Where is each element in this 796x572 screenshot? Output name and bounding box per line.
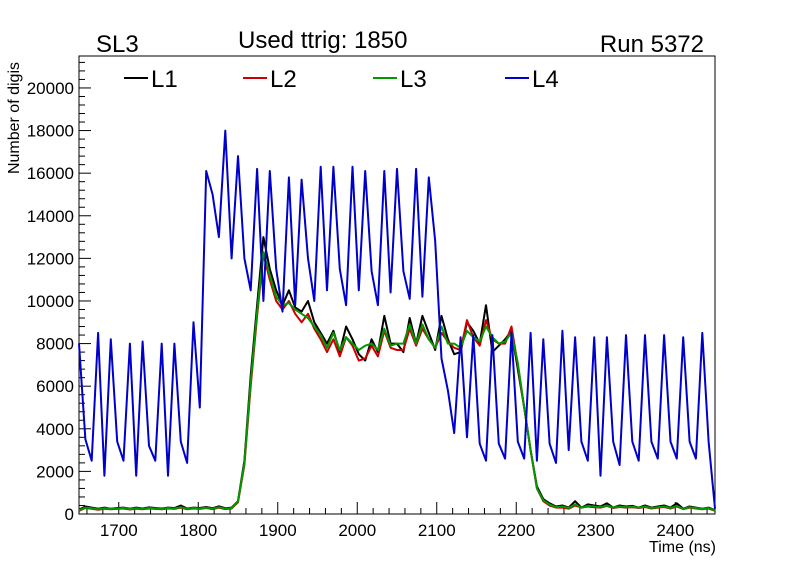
legend-label-l1: L1 bbox=[151, 66, 178, 93]
y-tick-label: 4000 bbox=[36, 420, 74, 439]
x-axis-label: Time (ns) bbox=[649, 539, 716, 556]
chart-title: Used ttrig: 1850 bbox=[238, 27, 407, 54]
y-axis-label: Number of digis bbox=[6, 62, 23, 174]
x-tick-label: 1800 bbox=[179, 521, 217, 540]
y-tick-label: 12000 bbox=[27, 249, 74, 268]
y-tick-label: 18000 bbox=[27, 122, 74, 141]
plot-frame bbox=[78, 55, 716, 515]
series-line-l4 bbox=[78, 129, 716, 509]
y-tick-label: 0 bbox=[65, 505, 74, 524]
y-tick-label: 14000 bbox=[27, 207, 74, 226]
series-layer bbox=[78, 129, 716, 512]
x-tick-label: 2000 bbox=[338, 521, 376, 540]
label-right: Run 5372 bbox=[600, 31, 704, 58]
series-line-l3 bbox=[78, 251, 716, 512]
legend-label-l4: L4 bbox=[532, 66, 559, 93]
x-tick-label: 1900 bbox=[259, 521, 297, 540]
x-tick-label: 2200 bbox=[497, 521, 535, 540]
y-tick-label: 16000 bbox=[27, 164, 74, 183]
y-tick-label: 2000 bbox=[36, 462, 74, 481]
x-tick-label: 2400 bbox=[656, 521, 694, 540]
y-tick-label: 20000 bbox=[27, 79, 74, 98]
y-tick-label: 6000 bbox=[36, 377, 74, 396]
tick-labels: 1700 1800 1900 2000 2100 2200 2300 2400 0 2000 400… bbox=[27, 79, 694, 540]
x-tick-label: 2100 bbox=[418, 521, 456, 540]
legend-label-l2: L2 bbox=[270, 66, 297, 93]
y-tick-label: 8000 bbox=[36, 335, 74, 354]
label-left: SL3 bbox=[96, 31, 139, 58]
legend: L1 L2 L3 L4 bbox=[124, 66, 559, 93]
plot-border bbox=[78, 55, 716, 515]
legend-label-l3: L3 bbox=[400, 66, 427, 93]
x-tick-label: 1700 bbox=[100, 521, 138, 540]
x-tick-label: 2300 bbox=[577, 521, 615, 540]
y-tick-label: 10000 bbox=[27, 292, 74, 311]
